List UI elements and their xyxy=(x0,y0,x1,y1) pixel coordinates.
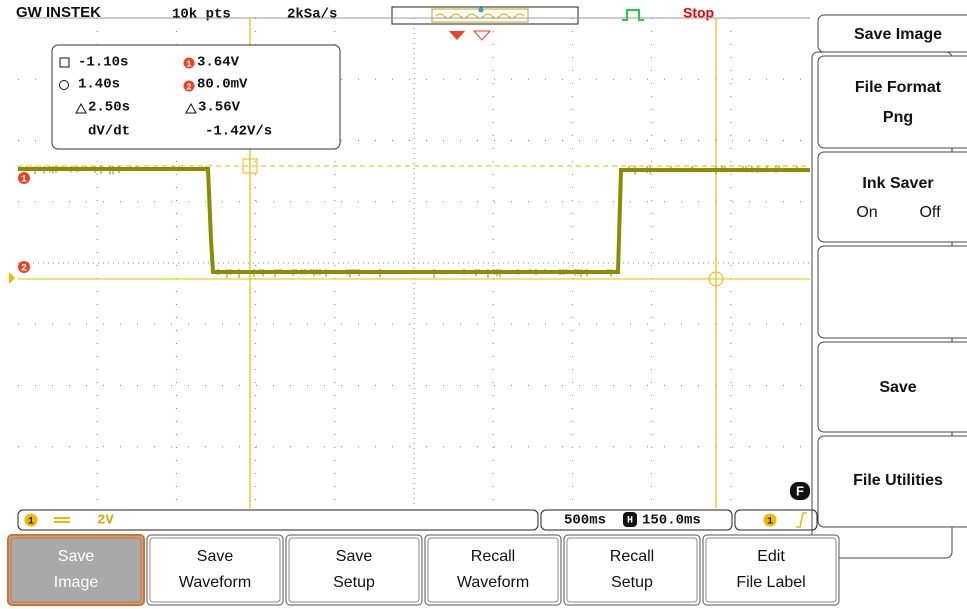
soft-key-inner xyxy=(705,537,837,603)
v1: 3.64V xyxy=(197,55,240,71)
ch1-marker xyxy=(18,172,30,184)
function-key: F xyxy=(796,483,804,498)
t1: -1.10s xyxy=(78,55,128,71)
delta-icon xyxy=(75,102,87,114)
soft-key-label: Recall xyxy=(471,548,515,565)
dv: 3.56V xyxy=(198,100,241,116)
slope-label: dV/dt xyxy=(88,124,130,140)
square-icon xyxy=(59,57,70,68)
run-state: Stop xyxy=(683,5,714,21)
save-button[interactable] xyxy=(817,341,967,433)
status-trigger-source: 1 xyxy=(767,517,773,528)
ink-saver-on: On xyxy=(856,204,877,221)
cursor-square xyxy=(242,158,258,174)
soft-key-label: Waveform xyxy=(179,574,251,591)
brand: GW INSTEK xyxy=(16,4,101,21)
soft-key-label: Setup xyxy=(333,574,375,591)
soft-key-label: File Label xyxy=(736,574,805,591)
noise-spikes xyxy=(25,166,798,278)
soft-key-inner xyxy=(10,537,142,603)
status-position-icon: H xyxy=(627,516,633,527)
sample-rate: 2kSa/s xyxy=(287,7,337,23)
soft-key-inner xyxy=(288,537,420,603)
soft-key-label: Save xyxy=(336,548,373,565)
soft-key[interactable] xyxy=(563,534,701,606)
side-menu: Save Image File Format Png Ink Saver On … xyxy=(811,14,967,559)
ground-marker xyxy=(9,272,15,284)
trigger-position xyxy=(449,31,465,40)
status-channel: 1 xyxy=(28,517,34,528)
cursor-readout: -1.10s 1 3.64V 1.40s 2 80.0mV 2.50s 3.56… xyxy=(51,44,341,150)
dt: 2.50s xyxy=(88,100,130,116)
soft-key-label: Save xyxy=(197,548,234,565)
file-format-button[interactable] xyxy=(817,55,967,149)
ch1-icon xyxy=(183,57,195,69)
save-label: Save xyxy=(879,379,916,396)
soft-key-inner xyxy=(566,537,698,603)
cursor-circle xyxy=(708,271,724,287)
trigger-position-alt xyxy=(472,30,492,41)
ch1-marker-label: 1 xyxy=(21,175,27,186)
file-format-value: Png xyxy=(883,109,913,126)
status-timebase: 500ms xyxy=(564,513,606,529)
v2: 80.0mV xyxy=(197,77,248,93)
memory-bar xyxy=(391,6,579,25)
soft-key-label: Save xyxy=(58,548,95,565)
status-bar: 1 2V 500ms H 150.0ms 1 xyxy=(17,509,818,531)
soft-key-label: Waveform xyxy=(457,574,529,591)
ch2-icon xyxy=(183,80,195,92)
soft-key-inner xyxy=(427,537,559,603)
menu-title: Save Image xyxy=(854,26,942,43)
ch2-icon-label: 2 xyxy=(186,82,191,92)
soft-key-inner xyxy=(149,537,281,603)
ch2-marker xyxy=(18,261,30,273)
empty-button[interactable] xyxy=(817,245,967,339)
record-length: 10k pts xyxy=(172,7,231,23)
waveform xyxy=(18,167,810,274)
file-utilities-label: File Utilities xyxy=(853,472,943,489)
waveform-noise xyxy=(25,166,798,278)
ink-saver-button[interactable] xyxy=(817,151,967,243)
soft-keys: Save Image Save Waveform Save Setup Recall Wave… xyxy=(7,534,840,606)
file-format-label: File Format xyxy=(855,79,942,96)
ink-saver-off: Off xyxy=(919,204,941,221)
ink-saver-label: Ink Saver xyxy=(862,175,933,192)
soft-key-label: Image xyxy=(54,574,99,591)
delta-icon xyxy=(185,102,197,114)
t2: 1.40s xyxy=(78,77,120,93)
status-scale: 2V xyxy=(97,513,114,529)
function-key-icon xyxy=(790,482,810,500)
slope: -1.42V/s xyxy=(205,124,272,140)
soft-key[interactable] xyxy=(7,534,145,606)
soft-key[interactable] xyxy=(424,534,562,606)
ch2-marker-label: 2 xyxy=(21,264,27,275)
soft-key[interactable] xyxy=(285,534,423,606)
soft-key-label: Edit xyxy=(757,548,785,565)
soft-key-label: Recall xyxy=(610,548,654,565)
soft-key[interactable] xyxy=(146,534,284,606)
file-utilities-button[interactable] xyxy=(817,435,967,528)
graticule xyxy=(18,17,810,508)
ch1-icon-label: 1 xyxy=(186,59,192,69)
soft-key-label: Setup xyxy=(611,574,653,591)
soft-key[interactable] xyxy=(702,534,840,606)
circle-icon xyxy=(59,80,69,90)
trigger-icon xyxy=(622,9,644,21)
status-position: 150.0ms xyxy=(642,513,701,529)
